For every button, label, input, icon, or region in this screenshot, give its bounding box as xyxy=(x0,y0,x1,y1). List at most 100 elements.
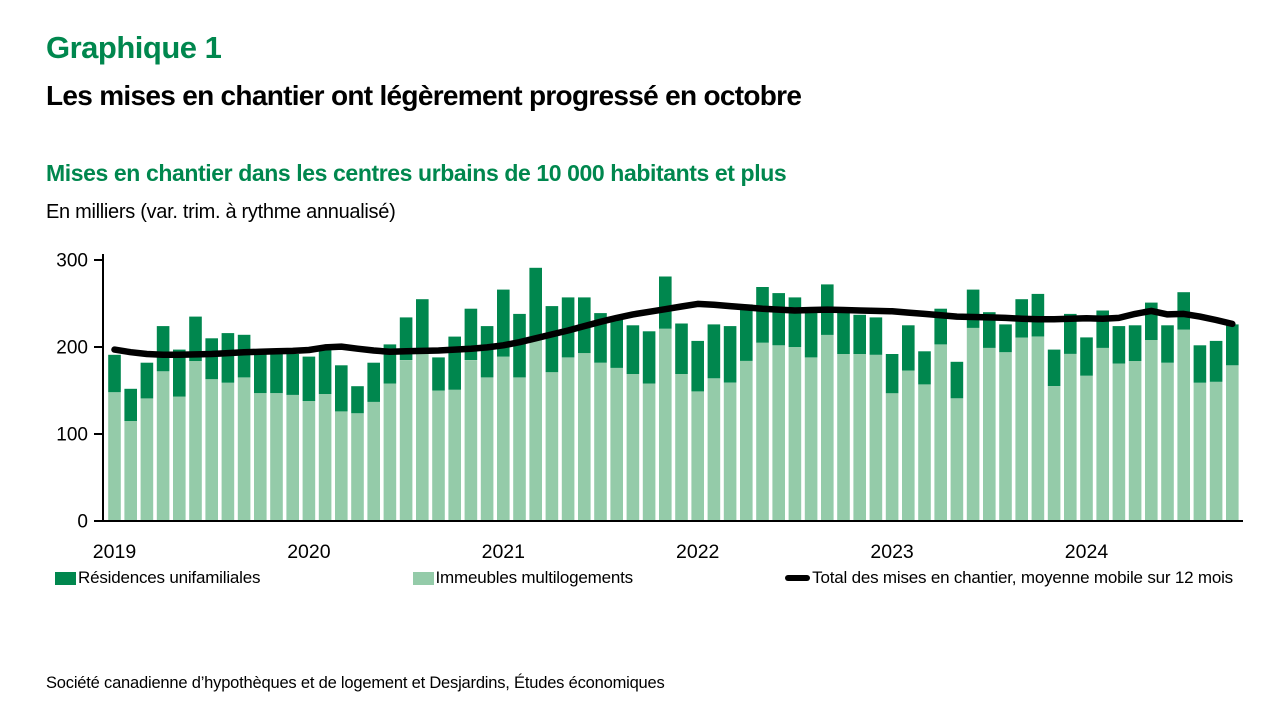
bar-unifamiliales xyxy=(966,289,980,328)
bar-multilogements xyxy=(1226,365,1239,521)
bar-multilogements xyxy=(124,420,137,521)
bar-multilogements xyxy=(464,360,478,521)
y-axis-tick-label: 100 xyxy=(56,425,88,446)
bar-unifamiliales xyxy=(707,324,721,379)
bar-multilogements xyxy=(529,336,542,521)
bar-unifamiliales xyxy=(1112,326,1126,364)
bar-unifamiliales xyxy=(497,289,510,357)
bar-multilogements xyxy=(156,371,170,521)
bar-unifamiliales xyxy=(140,362,154,399)
moving-average-line-swatch-icon xyxy=(785,575,811,581)
bar-unifamiliales xyxy=(432,357,445,391)
bar-multilogements xyxy=(399,360,413,521)
bar-multilogements xyxy=(140,398,154,521)
bar-multilogements xyxy=(302,400,316,521)
bar-unifamiliales xyxy=(545,306,559,373)
x-axis-year-label: 2019 xyxy=(93,541,136,563)
bar-unifamiliales xyxy=(772,293,785,346)
bar-unifamiliales xyxy=(237,334,251,378)
bar-unifamiliales xyxy=(416,299,429,350)
multilogements-swatch-icon xyxy=(412,571,434,585)
bar-multilogements xyxy=(902,370,915,521)
bar-multilogements xyxy=(205,379,218,521)
bar-unifamiliales xyxy=(513,313,526,378)
bar-multilogements xyxy=(221,382,235,521)
bar-unifamiliales xyxy=(723,326,737,383)
bar-multilogements xyxy=(578,353,591,521)
bar-multilogements xyxy=(788,347,802,521)
bar-unifamiliales xyxy=(124,388,137,421)
bar-unifamiliales xyxy=(335,365,348,412)
bar-multilogements xyxy=(594,362,607,521)
bar-unifamiliales xyxy=(367,362,380,402)
bar-unifamiliales xyxy=(318,346,332,394)
bar-multilogements xyxy=(1128,360,1142,521)
bar-multilogements xyxy=(983,347,996,521)
bar-multilogements xyxy=(918,384,931,521)
bar-multilogements xyxy=(1112,363,1126,521)
bar-multilogements xyxy=(1047,386,1061,521)
bar-multilogements xyxy=(642,383,656,521)
moving-average-line xyxy=(111,300,1236,359)
bar-unifamiliales xyxy=(804,309,818,358)
bar-multilogements xyxy=(270,393,283,521)
bar-multilogements xyxy=(1209,381,1223,521)
bar-multilogements xyxy=(173,396,186,521)
x-axis-year-label: 2024 xyxy=(1065,541,1109,563)
bar-unifamiliales xyxy=(837,307,850,354)
bar-multilogements xyxy=(561,357,575,521)
bar-unifamiliales xyxy=(1226,324,1239,366)
bar-multilogements xyxy=(351,413,364,521)
source-note: Société canadienne d’hypothèques et de l… xyxy=(46,674,665,692)
bar-unifamiliales xyxy=(642,331,656,384)
bar-unifamiliales xyxy=(918,351,931,385)
bar-multilogements xyxy=(626,374,640,521)
bar-multilogements xyxy=(869,354,883,521)
bar-multilogements xyxy=(448,389,461,521)
bar-unifamiliales xyxy=(286,354,299,395)
bar-multilogements xyxy=(885,393,899,521)
bar-multilogements xyxy=(837,354,850,521)
bar-unifamiliales xyxy=(902,325,915,371)
bar-multilogements xyxy=(367,401,380,521)
bar-unifamiliales xyxy=(205,338,218,380)
legend-label-multilogements: Immeubles multilogements xyxy=(435,568,634,587)
chart-title: Mises en chantier dans les centres urbai… xyxy=(46,160,787,186)
y-axis-units-label: En milliers (var. trim. à rythme annuali… xyxy=(46,201,396,223)
bar-multilogements xyxy=(723,382,737,521)
bar-unifamiliales xyxy=(950,361,964,399)
bar-unifamiliales xyxy=(1193,345,1207,383)
bar-unifamiliales xyxy=(740,304,753,361)
bar-unifamiliales xyxy=(173,349,186,397)
bar-multilogements xyxy=(545,372,559,521)
bar-unifamiliales xyxy=(659,276,672,329)
bar-multilogements xyxy=(1031,336,1045,521)
bar-unifamiliales xyxy=(529,267,542,337)
bar-unifamiliales xyxy=(999,324,1012,353)
y-axis-tick-label: 0 xyxy=(77,512,88,533)
bar-unifamiliales xyxy=(1161,325,1174,363)
unifamiliales-swatch-icon xyxy=(55,571,76,585)
bar-multilogements xyxy=(691,391,704,521)
y-axis-tick-label: 200 xyxy=(56,338,88,359)
bar-multilogements xyxy=(1015,337,1028,521)
bar-multilogements xyxy=(480,377,494,521)
figure-headline: Les mises en chantier ont légèrement pro… xyxy=(46,80,802,111)
bar-multilogements xyxy=(853,354,866,521)
bar-unifamiliales xyxy=(626,325,640,374)
bar-multilogements xyxy=(934,344,947,521)
bar-multilogements xyxy=(286,394,299,521)
bar-multilogements xyxy=(756,342,769,521)
bar-multilogements xyxy=(610,367,623,521)
x-axis-year-label: 2020 xyxy=(287,541,331,563)
bar-unifamiliales xyxy=(1031,293,1045,337)
bar-multilogements xyxy=(1193,382,1207,521)
bar-multilogements xyxy=(1096,347,1109,521)
bar-multilogements xyxy=(497,356,510,521)
bar-multilogements xyxy=(108,392,121,521)
bar-unifamiliales xyxy=(156,326,170,372)
bar-multilogements xyxy=(950,398,964,521)
legend-item-unifamiliales: Résidences unifamiliales xyxy=(55,568,260,588)
bar-multilogements xyxy=(999,352,1012,521)
bar-unifamiliales xyxy=(351,386,364,414)
